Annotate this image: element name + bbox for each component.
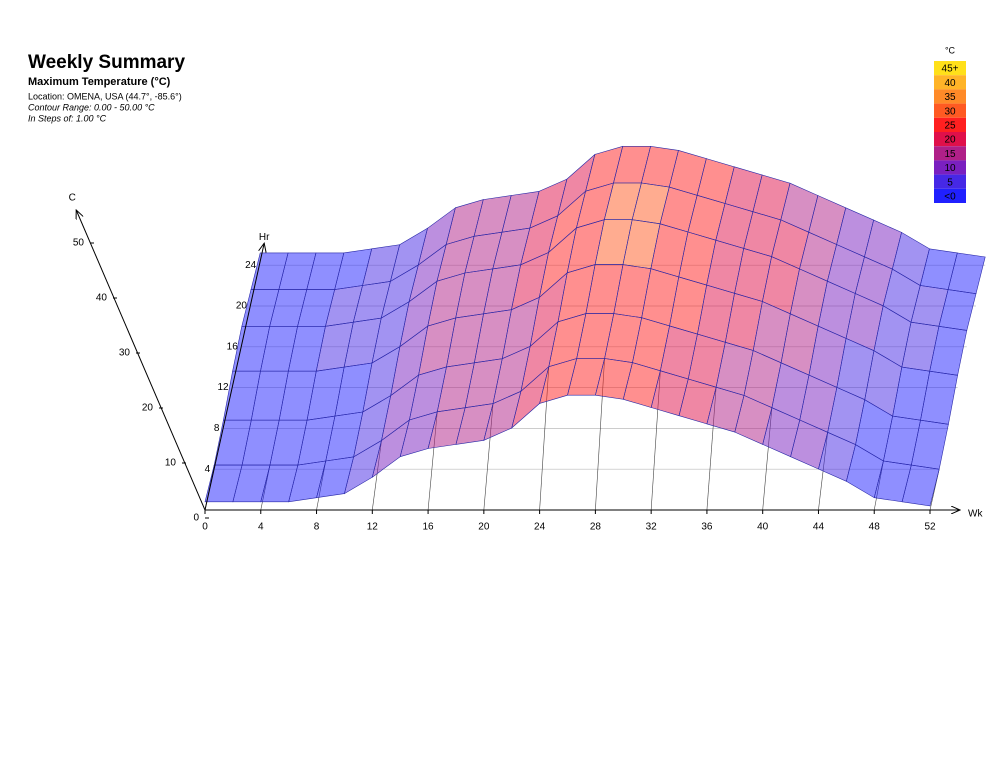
legend-label: 5	[947, 177, 953, 188]
x-tick-label: 20	[478, 522, 490, 533]
x-tick-label: 8	[314, 522, 320, 533]
legend-title: °C	[945, 45, 956, 55]
z-axis-label: C	[69, 193, 76, 204]
legend-swatch	[934, 132, 966, 147]
z-tick-label: 50	[73, 238, 85, 249]
z-tick-label: 40	[96, 293, 108, 304]
x-tick-label: 12	[367, 522, 379, 533]
legend-swatch	[934, 160, 966, 175]
legend-swatch	[934, 146, 966, 161]
y-tick-label: 4	[205, 464, 211, 475]
x-tick-label: 48	[869, 522, 881, 533]
legend-label: 30	[944, 106, 956, 117]
x-tick-label: 52	[924, 522, 936, 533]
y-tick-label: 12	[217, 382, 229, 393]
chart-title: Weekly Summary	[28, 52, 185, 73]
legend-swatch	[934, 89, 966, 104]
x-tick-label: 24	[534, 522, 546, 533]
x-tick-label: 4	[258, 522, 264, 533]
legend-label: 45+	[942, 64, 959, 75]
legend-swatch	[934, 174, 966, 189]
z-tick-label: 20	[142, 403, 154, 414]
legend-label: 25	[944, 121, 956, 132]
chart-subtitle: Maximum Temperature (°C)	[28, 76, 171, 88]
legend-label: 15	[944, 149, 956, 160]
x-tick-label: 40	[757, 522, 769, 533]
legend-swatch	[934, 117, 966, 132]
note: Contour Range: 0.00 - 50.00 °C	[28, 102, 155, 112]
x-tick-label: 36	[701, 522, 713, 533]
z-tick-label: 10	[165, 458, 177, 469]
x-tick-label: 32	[646, 522, 658, 533]
legend-label: 20	[944, 135, 956, 146]
z-tick-label: 0	[193, 513, 199, 524]
legend-swatch	[934, 103, 966, 118]
x-tick-label: 16	[423, 522, 435, 533]
x-axis-label: Wk	[968, 509, 983, 520]
surface-cell	[901, 464, 940, 507]
legend-label: <0	[944, 192, 956, 203]
legend-label: 10	[944, 163, 956, 174]
note: Location: OMENA, USA (44.7°, -85.6°)	[28, 91, 182, 101]
y-tick-label: 20	[236, 301, 248, 312]
legend-swatch	[934, 188, 966, 203]
z-tick-label: 30	[119, 348, 131, 359]
legend-swatch	[934, 61, 966, 76]
y-axis	[204, 243, 264, 511]
note: In Steps of: 1.00 °C	[28, 113, 107, 123]
y-tick-label: 8	[214, 423, 220, 434]
z-axis	[76, 210, 206, 511]
legend-label: 35	[944, 92, 956, 103]
x-tick-label: 0	[202, 522, 208, 533]
y-tick-label: 16	[227, 341, 239, 352]
x-tick-label: 28	[590, 522, 602, 533]
x-tick-label: 44	[813, 522, 825, 533]
legend-label: 40	[944, 78, 956, 89]
y-axis-label: Hr	[259, 232, 270, 243]
legend-swatch	[934, 75, 966, 90]
y-tick-label: 24	[245, 260, 257, 271]
